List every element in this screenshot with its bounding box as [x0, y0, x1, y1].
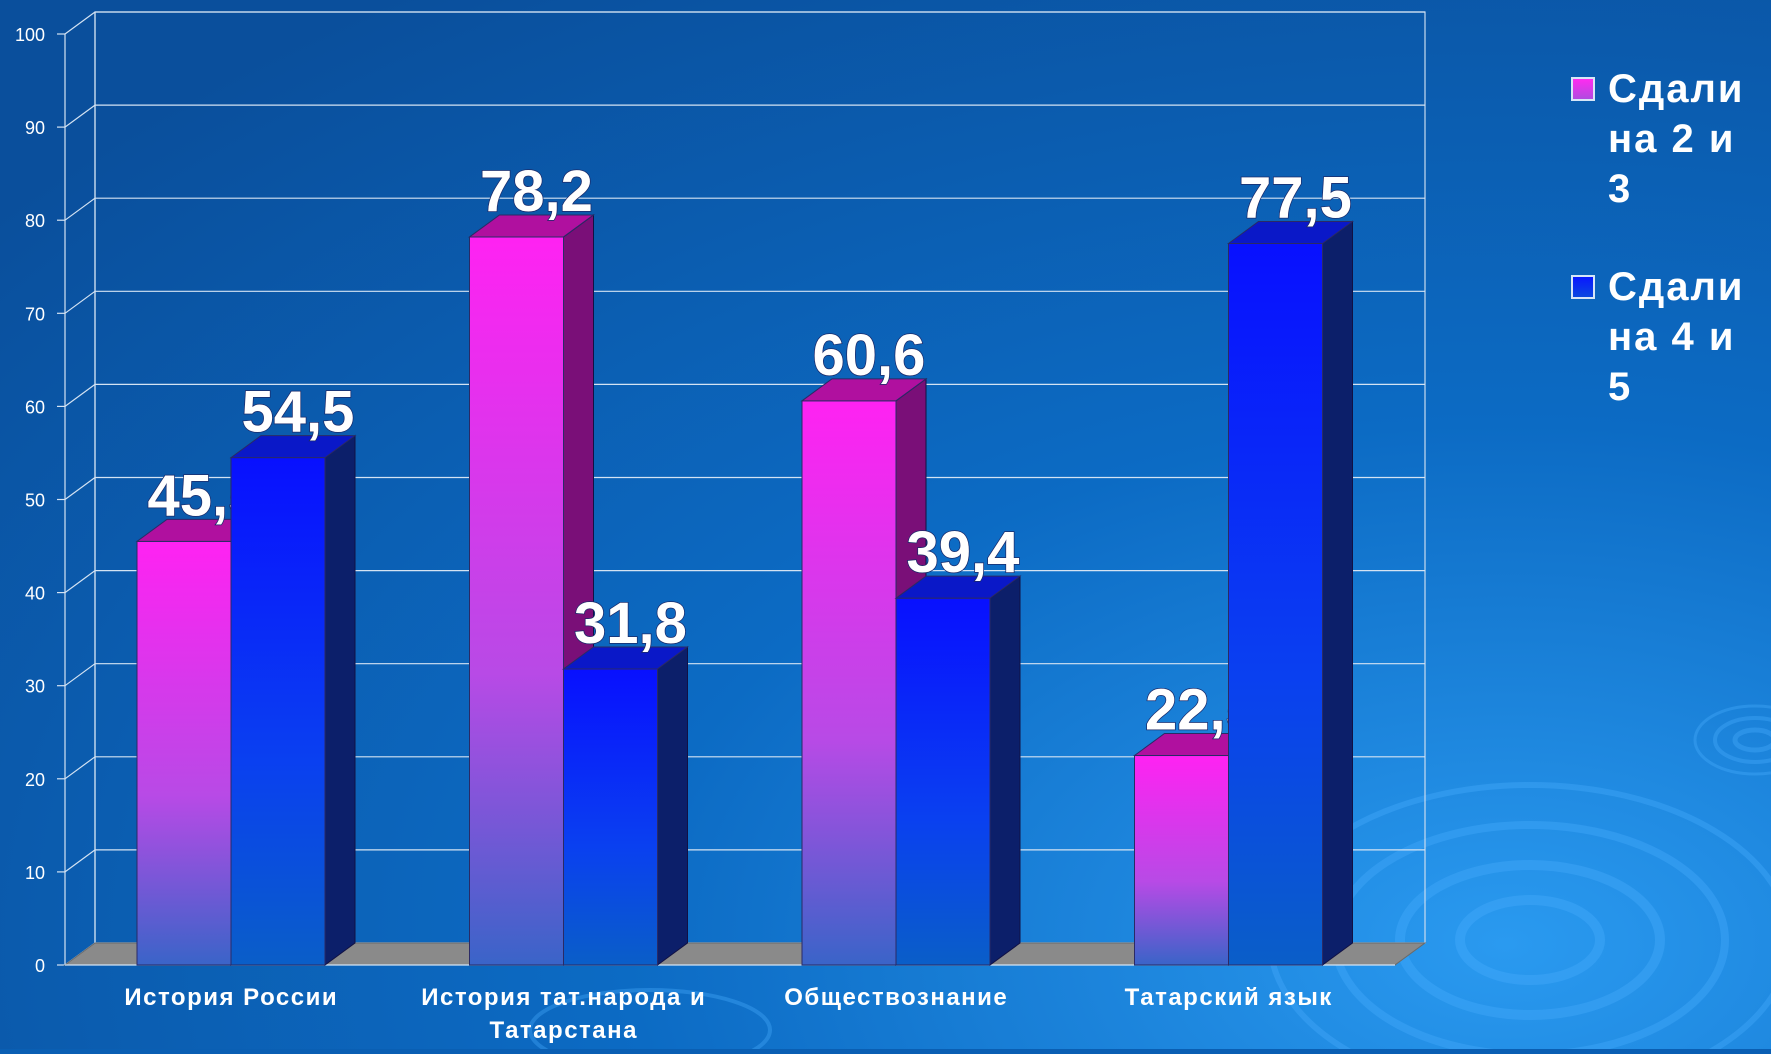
bar-top: [467, 214, 596, 238]
bar: [1134, 755, 1229, 966]
bar-side: [324, 434, 356, 966]
data-label: 78,2: [480, 159, 593, 224]
gridline-depth: [64, 290, 96, 314]
gridline-depth: [64, 849, 96, 873]
bar: [469, 236, 564, 966]
bar: [895, 597, 991, 966]
y-tick-label: 0: [35, 956, 45, 976]
bar-side: [657, 645, 688, 966]
gridline-depth: [64, 197, 96, 221]
y-tick-label: 70: [25, 304, 45, 324]
x-category-label: Татарстана: [490, 1017, 638, 1044]
x-category-label: История тат.народа и: [421, 984, 706, 1011]
bar: [230, 457, 326, 966]
bar-top: [561, 646, 690, 670]
bar: [801, 400, 897, 966]
gridline-depth: [64, 11, 96, 35]
bar-side: [989, 575, 1021, 966]
y-tick-label: 10: [25, 863, 45, 883]
y-tick-label: 30: [25, 677, 45, 697]
gridline-depth: [64, 383, 96, 407]
bar: [563, 668, 658, 966]
bar-top: [894, 575, 1022, 599]
y-tick-label: 90: [25, 118, 45, 138]
x-category-label: История России: [124, 984, 338, 1011]
data-label: 39,4: [907, 520, 1020, 585]
data-label: 54,5: [242, 380, 355, 445]
gridline-depth: [64, 663, 96, 687]
gridline-depth: [64, 477, 96, 500]
y-tick-label: 40: [25, 584, 45, 604]
gridline-depth: [64, 570, 96, 594]
bar-side: [1322, 220, 1353, 966]
legend-swatch-series1: [1571, 77, 1595, 101]
legend-label-series1: Сдали на 2 и 3: [1608, 67, 1745, 211]
y-tick-label: 50: [25, 491, 45, 511]
data-label: 31,8: [574, 591, 687, 656]
bar-top: [229, 435, 357, 459]
bar-top: [800, 378, 928, 402]
y-tick-label: 100: [15, 25, 45, 45]
data-label: 77,5: [1239, 165, 1352, 230]
bar: [1228, 242, 1323, 966]
bar-top: [1226, 220, 1355, 244]
y-tick-label: 60: [25, 397, 45, 417]
bar: [136, 540, 232, 966]
gridline-depth: [64, 104, 96, 128]
data-label: 60,6: [813, 323, 926, 388]
y-tick-label: 20: [25, 770, 45, 790]
x-category-label: Татарский язык: [1125, 984, 1333, 1011]
gridline-depth: [64, 756, 96, 780]
legend-swatch-series2: [1571, 275, 1595, 299]
y-tick-label: 80: [25, 211, 45, 231]
x-category-label: Обществознание: [784, 984, 1008, 1011]
legend-label-series2: Сдали на 4 и 5: [1608, 265, 1745, 409]
